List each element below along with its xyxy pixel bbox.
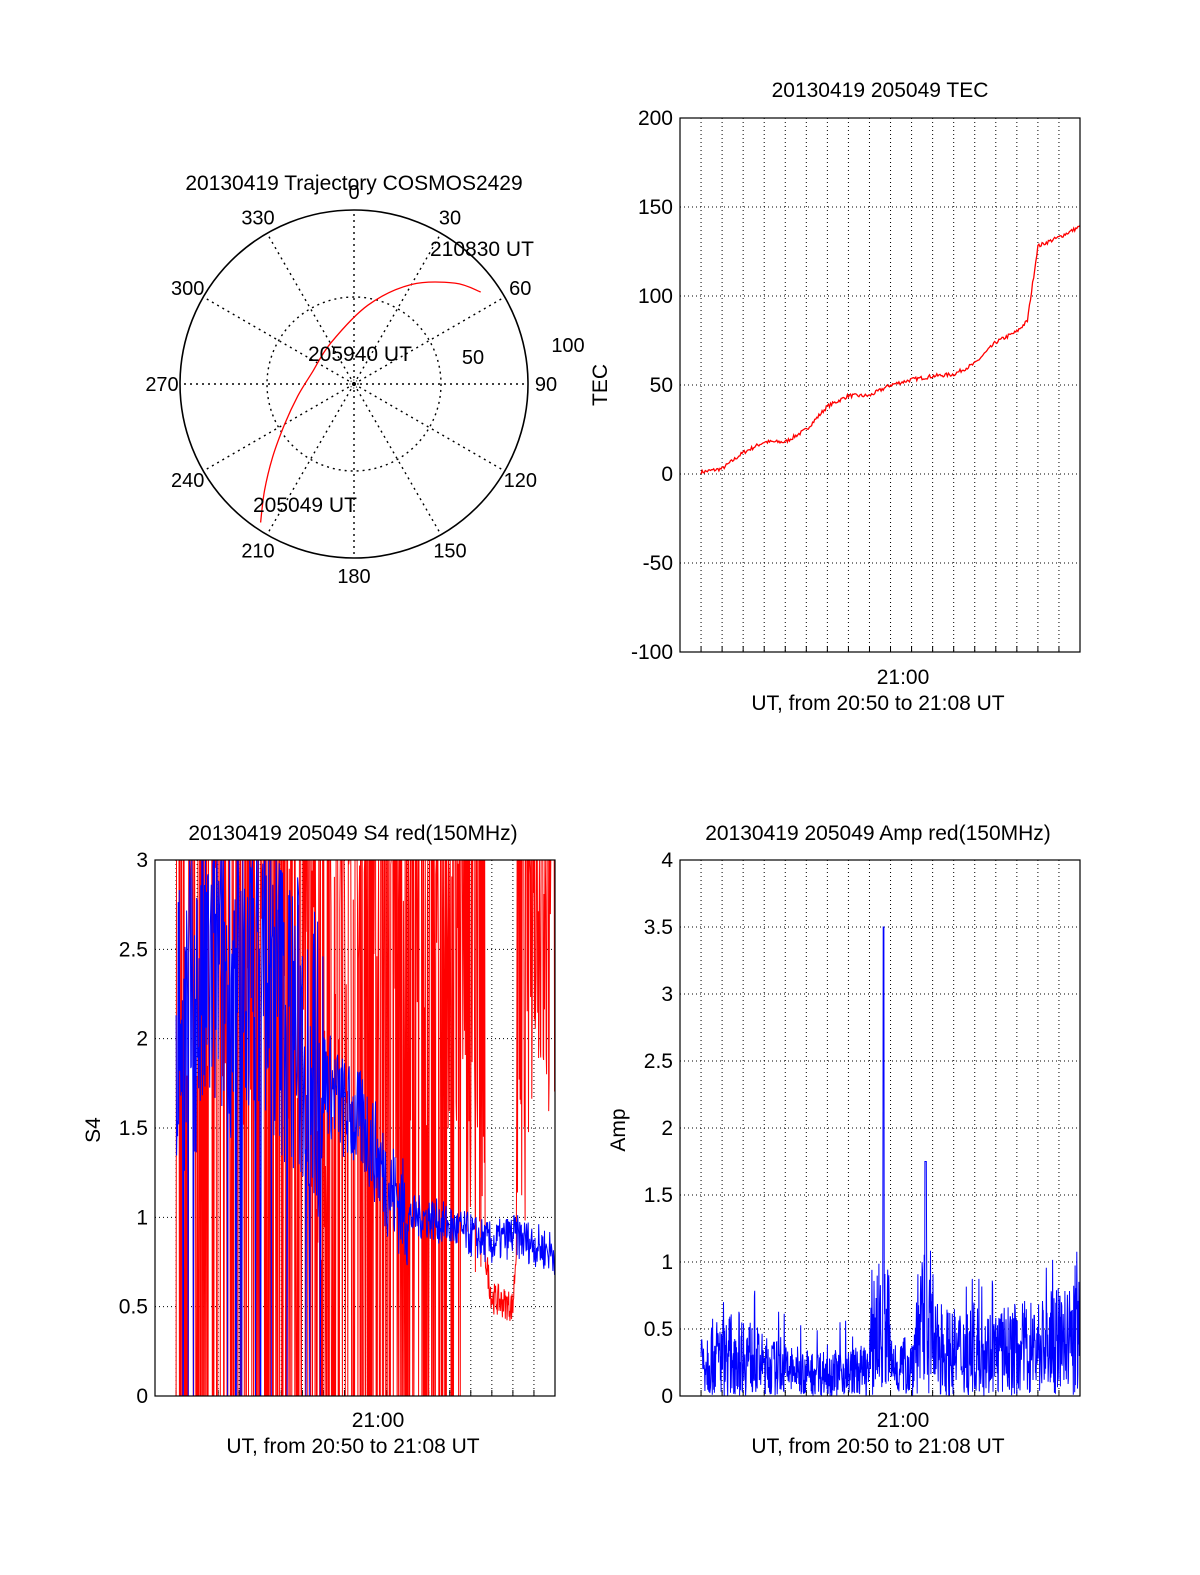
amp-blue-line [700,926,1081,1397]
polar-azimuth-label-300: 300 [171,278,204,300]
polar-spoke-330 [266,232,355,385]
polar-azimuth-labels: 0 30 60 90 120 150 180 210 240 270 300 330 [145,182,557,588]
tec-title: 20130419 205049 TEC [772,79,989,102]
tec-y-tick-0: 0 [661,463,673,486]
amp-y-tick-1.5: 1.5 [644,1184,673,1207]
amp-plot-frame [679,859,1081,1397]
polar-grid [180,210,528,558]
tec-series-line [700,224,1081,475]
polar-grid-circle-50 [266,296,442,472]
amp-panel: 20130419 205049 Amp red(150MHz) 0 0.5 1 1.5… [607,822,1081,1458]
polar-center-mark [349,379,359,389]
tec-y-tick-50: 50 [650,374,673,397]
polar-azimuth-label-240: 240 [171,470,204,492]
polar-title: 20130419 Trajectory COSMOS2429 [185,172,522,195]
amp-y-tick-0.5: 0.5 [644,1318,673,1341]
tec-y-tick-100: 100 [638,285,673,308]
polar-azimuth-label-90: 90 [535,374,557,396]
polar-azimuth-label-180: 180 [337,566,370,588]
s4-y-tick-0: 0 [136,1385,148,1408]
s4-title: 20130419 205049 S4 red(150MHz) [188,822,517,845]
polar-spoke-120 [353,383,506,472]
amp-title: 20130419 205049 Amp red(150MHz) [705,822,1051,845]
amp-y-tick-2.5: 2.5 [644,1050,673,1073]
amp-y-tick-1: 1 [661,1251,673,1274]
tec-plot-frame [679,117,1081,653]
amp-y-tick-2: 2 [661,1117,673,1140]
polar-outer-circle [179,209,529,559]
polar-azimuth-label-270: 270 [145,374,178,396]
amp-y-tick-3.5: 3.5 [644,916,673,939]
s4-panel: 20130419 205049 S4 red(150MHz) 0 0.5 1 1.5 2… [82,822,556,1458]
s4-y-tick-3: 3 [136,849,148,872]
amp-x-tick-2100: 21:00 [877,1409,930,1432]
polar-azimuth-label-150: 150 [433,540,466,562]
tec-y-tick-150: 150 [638,196,673,219]
s4-blue-line [175,859,556,1397]
polar-azimuth-label-330: 330 [241,208,274,230]
s4-y-tick-1: 1 [136,1206,148,1229]
tec-y-axis-label: TEC [589,364,612,406]
annotation-start-time: 205049 UT [253,494,357,517]
tec-x-axis-label: UT, from 20:50 to 21:08 UT [751,692,1004,715]
polar-spoke-60 [353,296,506,385]
tec-y-tick--50: -50 [643,552,673,575]
amp-blue-series [700,926,1081,1397]
polar-azimuth-label-0: 0 [348,182,359,204]
polar-spoke-210 [266,383,355,536]
polar-azimuth-label-60: 60 [509,278,531,300]
polar-spoke-240 [202,383,355,472]
amp-y-tick-4: 4 [661,849,673,872]
s4-x-tick-2100: 21:00 [352,1409,405,1432]
amp-y-tick-3: 3 [661,983,673,1006]
s4-y-tick-1.5: 1.5 [119,1117,148,1140]
tec-panel: 20130419 205049 TEC -100-50050100150200 … [589,79,1081,715]
polar-azimuth-label-30: 30 [439,208,461,230]
tec-y-tick-labels: -100 -50 0 50 100 150 200 [631,107,673,664]
s4-y-tick-labels: 0 0.5 1 1.5 2 2.5 3 [119,849,148,1408]
s4-y-tick-2.5: 2.5 [119,938,148,961]
tec-y-tick--100: -100 [631,641,673,664]
polar-radial-tick-100: 100 [551,335,584,357]
polar-spoke-30 [353,232,442,385]
annotation-mid-time: 205940 UT [308,343,412,366]
s4-plot-frame [154,859,556,1397]
polar-radial-tick-50: 50 [462,347,484,369]
amp-y-tick-labels: 0 0.5 1 1.5 2 2.5 3 3.5 4 [644,849,674,1408]
s4-blue-series [175,859,556,1397]
amp-grid [680,860,1080,1396]
s4-y-axis-label: S4 [82,1117,105,1143]
annotation-end-time: 210830 UT [430,238,534,261]
s4-y-tick-0.5: 0.5 [119,1296,148,1319]
polar-spoke-150 [353,383,442,536]
tec-y-tick-200: 200 [638,107,673,130]
s4-y-tick-2: 2 [136,1028,148,1051]
polar-panel: 20130419 Trajectory COSMOS2429 0 30 60 90 12… [145,172,584,588]
tec-grid [680,118,1080,652]
amp-x-axis-label: UT, from 20:50 to 21:08 UT [751,1435,1004,1458]
amp-y-tick-0: 0 [661,1385,673,1408]
amp-y-axis-label: Amp [607,1108,630,1151]
tec-x-tick-2100: 21:00 [877,666,930,689]
polar-azimuth-label-120: 120 [504,470,537,492]
polar-azimuth-label-210: 210 [241,540,274,562]
s4-x-axis-label: UT, from 20:50 to 21:08 UT [226,1435,479,1458]
polar-spoke-300 [202,296,355,385]
trajectory-line [259,281,481,523]
